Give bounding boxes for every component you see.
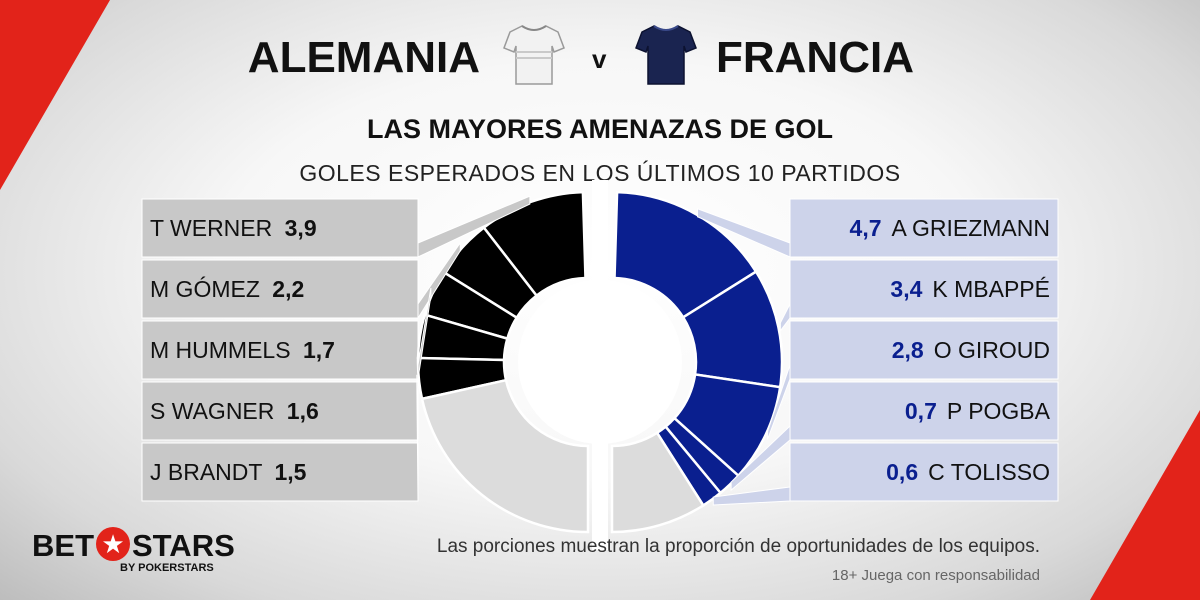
center-divider [592,180,608,550]
player-name: M HUMMELS [150,337,297,363]
chart-title: LAS MAYORES AMENAZAS DE GOL [366,114,834,144]
away-connector [779,303,791,333]
logo-text-stars: STARS [132,528,235,563]
player-name: A GRIEZMANN [892,215,1050,241]
home-rest-slice [420,378,590,534]
player-name: O GIROUD [934,337,1050,363]
home-player-label: J BRANDT 1,5 [150,459,307,485]
player-name: C TOLISSO [928,459,1050,485]
player-panel-home [141,442,419,502]
player-panel-away [789,198,1059,258]
player-panel-home [141,198,419,258]
player-xg-value: 2,8 [892,337,924,363]
player-name: J BRANDT [150,459,268,485]
player-panel-away [789,320,1059,380]
player-xg-value: 3,4 [890,276,922,302]
player-panel-home [141,259,419,319]
player-panel-away [789,381,1059,441]
logo-subtext: BY POKERSTARS [120,562,214,574]
away-connector [767,364,791,440]
white-jersey-icon [503,25,565,85]
player-xg-value: 1,7 [303,337,335,363]
player-xg-value: 0,7 [905,398,937,424]
home-player-label: M HUMMELS 1,7 [150,337,335,363]
player-name: M GÓMEZ [150,276,266,302]
betstars-logo: BET ★ STARS BY POKERSTARS [32,527,235,574]
red-corner-top-left [0,0,110,190]
home-team-name: ALEMANIA [247,33,480,82]
away-player-slice [613,190,758,320]
player-name: K MBAPPÉ [932,276,1050,302]
away-player-label: 0,6 C TOLISSO [886,459,1050,485]
away-player-label: 0,7 P POGBA [905,398,1051,424]
player-name: P POGBA [947,398,1051,424]
away-connector [696,208,791,258]
red-corner-bottom-right [1090,410,1200,600]
home-connector [416,374,419,502]
away-player-label: 4,7 A GRIEZMANN [850,215,1050,241]
player-name: S WAGNER [150,398,281,424]
player-xg-value: 1,5 [274,459,306,485]
away-connector [730,424,791,492]
home-player-label: T WERNER 3,9 [150,215,317,241]
navy-jersey-icon [635,25,697,85]
player-xg-value: 1,6 [287,398,319,424]
player-panel-away [789,442,1059,502]
away-connector [712,486,791,506]
away-player-label: 2,8 O GIROUD [892,337,1050,363]
footnote: Las porciones muestran la proporción de … [436,536,1040,557]
player-panel-away [789,259,1059,319]
player-panel-home [141,381,419,441]
home-connector [417,195,531,258]
player-xg-value: 2,2 [272,276,304,302]
star-icon: ★ [96,527,130,561]
player-xg-value: 0,6 [886,459,918,485]
home-player-label: M GÓMEZ 2,2 [150,276,304,302]
player-panel-home [141,320,419,380]
away-rest-slice [610,431,706,534]
responsible-gaming-note: 18+ Juega con responsabilidad [831,567,1040,584]
away-player-label: 3,4 K MBAPPÉ [890,276,1050,302]
player-xg-value: 4,7 [850,215,882,241]
away-team-name: FRANCIA [716,33,914,82]
player-xg-value: 3,9 [285,215,317,241]
logo-text-bet: BET [32,528,94,563]
player-name: T WERNER [150,215,279,241]
versus-label: v [592,44,607,74]
home-player-label: S WAGNER 1,6 [150,398,319,424]
